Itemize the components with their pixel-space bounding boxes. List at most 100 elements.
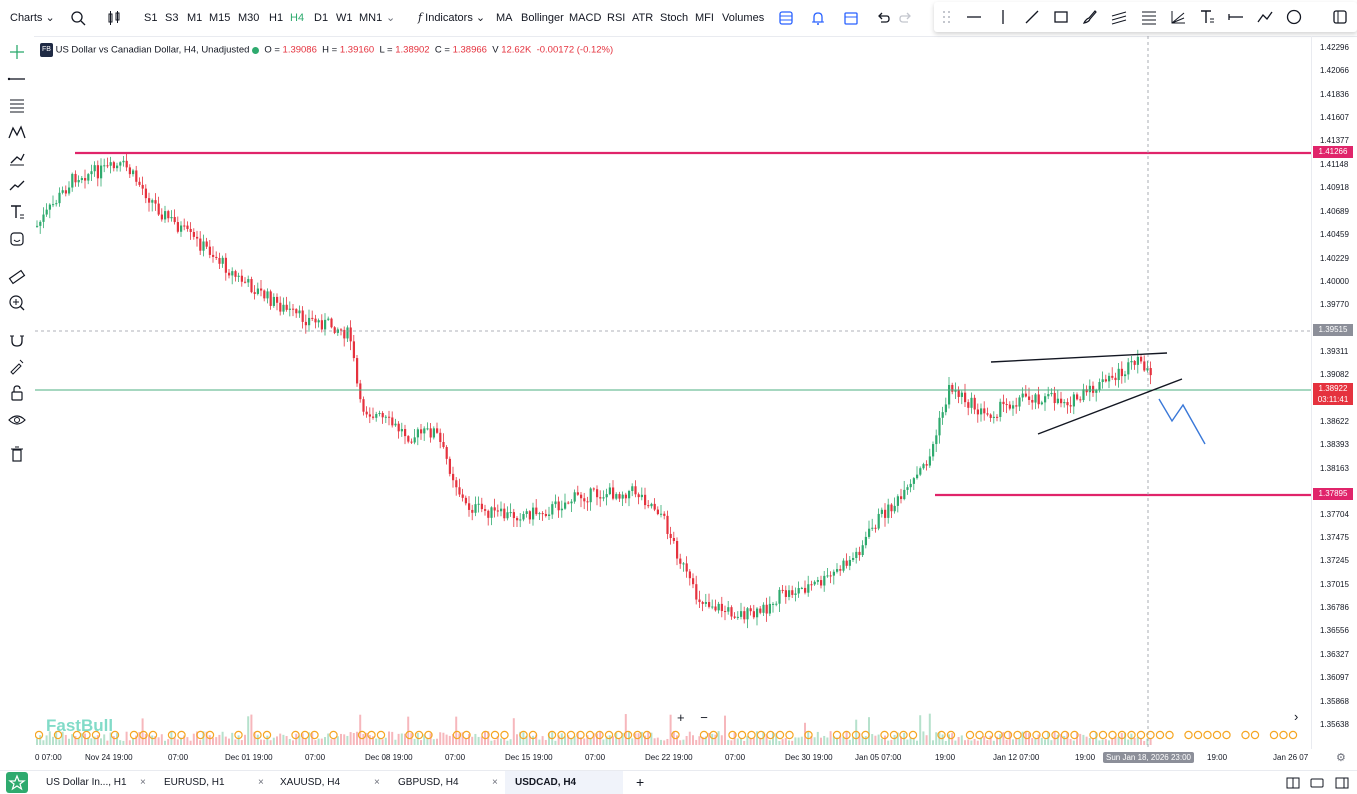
economic-event-marker[interactable] bbox=[851, 730, 861, 740]
ray-icon[interactable] bbox=[1226, 7, 1246, 27]
economic-event-marker[interactable] bbox=[310, 730, 319, 740]
indicator-mfi[interactable]: MFI bbox=[695, 12, 714, 24]
lock-icon[interactable] bbox=[7, 383, 27, 403]
timeframe-h4[interactable]: H4 bbox=[290, 12, 305, 24]
economic-event-marker[interactable] bbox=[785, 730, 794, 740]
economic-event-marker[interactable] bbox=[756, 730, 766, 740]
economic-event-marker[interactable] bbox=[861, 730, 870, 740]
rectangle-icon[interactable] bbox=[1051, 7, 1071, 27]
price-axis[interactable]: 1.41266 1.39515 1.38922 03:11:41 1.37895… bbox=[1311, 36, 1357, 749]
crosshair-icon[interactable] bbox=[7, 42, 27, 62]
economic-event-marker[interactable] bbox=[1070, 730, 1079, 740]
economic-event-marker[interactable] bbox=[1193, 730, 1203, 740]
indicator-macd[interactable]: MACD bbox=[569, 12, 602, 24]
close-tab-icon[interactable]: × bbox=[140, 777, 146, 788]
timeframe-more-chevron-icon[interactable]: ⌄ bbox=[386, 12, 396, 24]
tab-us-dollar-index[interactable]: US Dollar In..., H1 × bbox=[36, 771, 162, 794]
economic-event-marker[interactable] bbox=[1127, 730, 1136, 740]
economic-event-marker[interactable] bbox=[500, 730, 509, 740]
ruler-icon[interactable] bbox=[7, 267, 27, 287]
horizontal-line-icon[interactable] bbox=[964, 7, 984, 27]
economic-event-marker[interactable] bbox=[1003, 730, 1013, 740]
economic-event-marker[interactable] bbox=[376, 730, 386, 740]
add-tab-button[interactable]: + bbox=[636, 774, 645, 790]
trendline-icon[interactable] bbox=[7, 175, 27, 195]
economic-event-marker[interactable] bbox=[994, 730, 1003, 740]
trash-icon[interactable] bbox=[7, 444, 27, 464]
economic-event-marker[interactable] bbox=[1279, 730, 1288, 740]
lock-drawings-icon[interactable] bbox=[7, 356, 27, 376]
economic-event-marker[interactable] bbox=[899, 730, 908, 740]
circle-icon[interactable] bbox=[1284, 7, 1304, 27]
economic-event-marker[interactable] bbox=[1155, 730, 1165, 740]
economic-event-marker[interactable] bbox=[614, 730, 623, 740]
economic-event-marker[interactable] bbox=[234, 730, 243, 740]
economic-event-marker[interactable] bbox=[253, 730, 262, 740]
redo-icon[interactable] bbox=[896, 8, 916, 28]
close-tab-icon[interactable]: × bbox=[374, 777, 380, 788]
economic-event-marker[interactable] bbox=[1288, 730, 1298, 740]
economic-event-marker[interactable] bbox=[139, 730, 148, 740]
pattern-icon[interactable] bbox=[7, 122, 27, 142]
economic-event-marker[interactable] bbox=[1089, 730, 1098, 740]
economic-event-marker[interactable] bbox=[452, 730, 462, 740]
projection-path[interactable] bbox=[1158, 398, 1206, 445]
window-icon[interactable] bbox=[1310, 776, 1324, 790]
economic-event-marker[interactable] bbox=[148, 730, 158, 740]
economic-event-marker[interactable] bbox=[1051, 730, 1060, 740]
text-tool-icon[interactable] bbox=[7, 202, 27, 222]
indicator-rsi[interactable]: RSI bbox=[607, 12, 626, 24]
economic-event-marker[interactable] bbox=[1013, 730, 1022, 740]
timeframe-d1[interactable]: D1 bbox=[314, 12, 329, 24]
timeframe-m30[interactable]: M30 bbox=[238, 12, 260, 24]
economic-event-marker[interactable] bbox=[205, 730, 215, 740]
economic-event-marker[interactable] bbox=[671, 730, 680, 740]
economic-event-marker[interactable] bbox=[1241, 730, 1250, 740]
price-chart[interactable] bbox=[35, 36, 1311, 749]
time-axis[interactable]: Sun Jan 18, 2026 23:00 0 07:00 Nov 24 19:… bbox=[35, 749, 1311, 767]
search-icon[interactable] bbox=[68, 8, 88, 28]
path-icon[interactable] bbox=[1255, 7, 1275, 27]
economic-event-marker[interactable] bbox=[1203, 730, 1212, 740]
economic-event-marker[interactable] bbox=[1212, 730, 1222, 740]
text-tool-icon[interactable] bbox=[1197, 7, 1217, 27]
economic-event-marker[interactable] bbox=[984, 730, 994, 740]
economic-event-marker[interactable] bbox=[72, 730, 82, 740]
chart-settings-gear-icon[interactable]: ⚙ bbox=[1336, 752, 1346, 764]
scroll-right-chevron-icon[interactable]: › bbox=[1294, 709, 1299, 724]
drag-handle-icon[interactable] bbox=[937, 7, 957, 27]
close-tab-icon[interactable]: × bbox=[492, 777, 498, 788]
economic-event-marker[interactable] bbox=[889, 730, 899, 740]
horizontal-line-icon[interactable] bbox=[7, 69, 27, 89]
settings-panel-icon[interactable] bbox=[1330, 7, 1350, 27]
economic-event-marker[interactable] bbox=[414, 730, 424, 740]
economic-event-marker[interactable] bbox=[585, 730, 595, 740]
economic-event-marker[interactable] bbox=[908, 730, 918, 740]
fib-fan-icon[interactable] bbox=[1168, 7, 1188, 27]
timeframe-w1[interactable]: W1 bbox=[336, 12, 353, 24]
economic-event-marker[interactable] bbox=[1098, 730, 1108, 740]
candle-type-icon[interactable] bbox=[104, 8, 124, 28]
economic-event-marker[interactable] bbox=[557, 730, 566, 740]
economic-event-marker[interactable] bbox=[53, 730, 63, 740]
economic-event-marker[interactable] bbox=[300, 730, 310, 740]
tab-usdcad[interactable]: USDCAD, H4 bbox=[505, 771, 623, 794]
timeframe-s1[interactable]: S1 bbox=[144, 12, 158, 24]
star-icon[interactable] bbox=[6, 772, 28, 793]
symbol-title[interactable]: US Dollar vs Canadian Dollar, H4, Unadju… bbox=[55, 44, 250, 56]
parallel-channel-icon[interactable] bbox=[1109, 7, 1129, 27]
timeframe-mn1[interactable]: MN1 bbox=[359, 12, 383, 24]
economic-event-marker[interactable] bbox=[110, 730, 120, 740]
calendar-icon[interactable] bbox=[841, 8, 861, 28]
economic-event-marker[interactable] bbox=[547, 730, 557, 740]
close-tab-icon[interactable]: × bbox=[258, 777, 264, 788]
economic-event-marker[interactable] bbox=[1022, 730, 1032, 740]
economic-event-marker[interactable] bbox=[262, 730, 272, 740]
emoji-icon[interactable] bbox=[7, 229, 27, 249]
economic-event-marker[interactable] bbox=[946, 730, 956, 740]
indicator-bollinger[interactable]: Bollinger bbox=[521, 12, 564, 24]
tab-xauusd[interactable]: XAUUSD, H4 × bbox=[270, 771, 388, 794]
economic-event-marker[interactable] bbox=[177, 730, 186, 740]
economic-event-marker[interactable] bbox=[462, 730, 471, 740]
fib-retracement-icon[interactable] bbox=[7, 95, 27, 115]
